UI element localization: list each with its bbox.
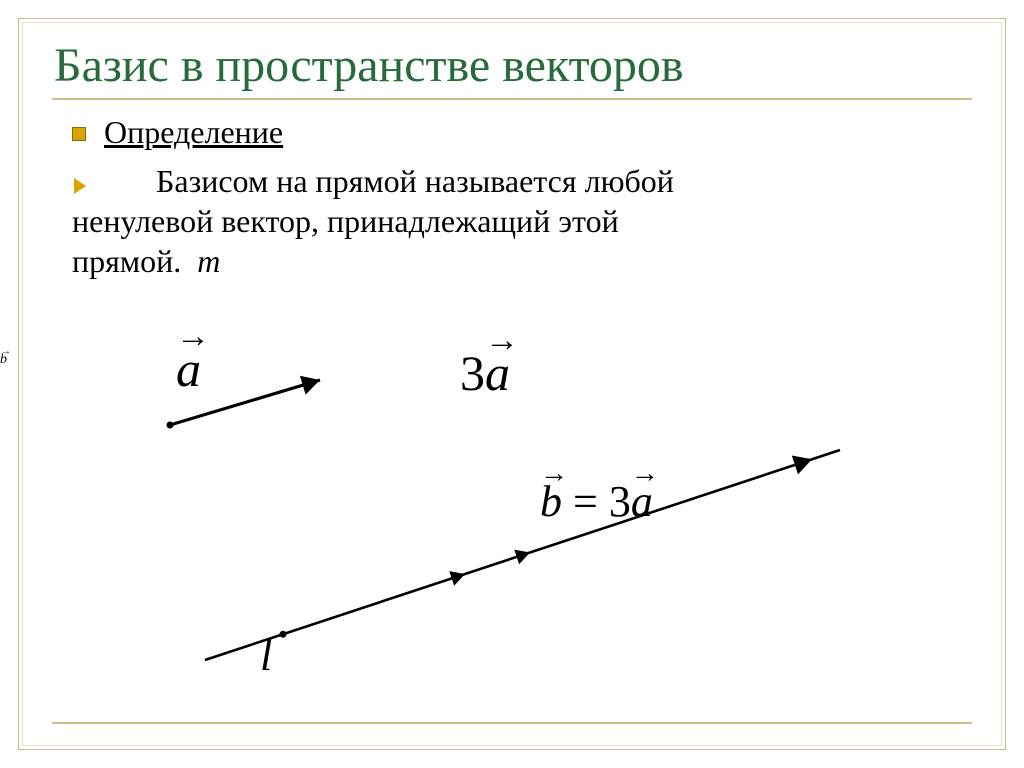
definition-text-2a: ненулевой вектор, принадлежащий этой bbox=[72, 203, 619, 239]
label-b-equals-3a: →b = 3→a bbox=[540, 476, 653, 527]
square-bullet-icon bbox=[72, 127, 86, 141]
label-l-text: l bbox=[260, 631, 272, 680]
definition-m: m bbox=[197, 243, 220, 279]
label-line-l: l bbox=[260, 630, 272, 681]
title-underline bbox=[52, 98, 972, 100]
slide-title: Базис в пространстве векторов bbox=[54, 38, 684, 93]
vector-diagram: →a 3→a →b = 3→a l bbox=[60, 330, 920, 690]
definition-text-2b: прямой. bbox=[72, 243, 181, 279]
stray-vector-b-label: → b bbox=[0, 352, 7, 368]
bottom-rule bbox=[52, 722, 972, 724]
label-vector-a: →a bbox=[176, 340, 201, 398]
content-block: Определение Базисом на прямой называется… bbox=[72, 114, 964, 281]
label-three-a: 3→a bbox=[460, 344, 510, 402]
definition-body: Базисом на прямой называется любой ненул… bbox=[72, 161, 964, 281]
definition-heading: Определение bbox=[104, 114, 283, 150]
definition-text-1: Базисом на прямой называется любой bbox=[100, 163, 674, 199]
definition-line: Определение bbox=[72, 114, 964, 151]
chevron-bullet-icon bbox=[74, 178, 86, 194]
slide: Базис в пространстве векторов → b Опреде… bbox=[0, 0, 1024, 768]
